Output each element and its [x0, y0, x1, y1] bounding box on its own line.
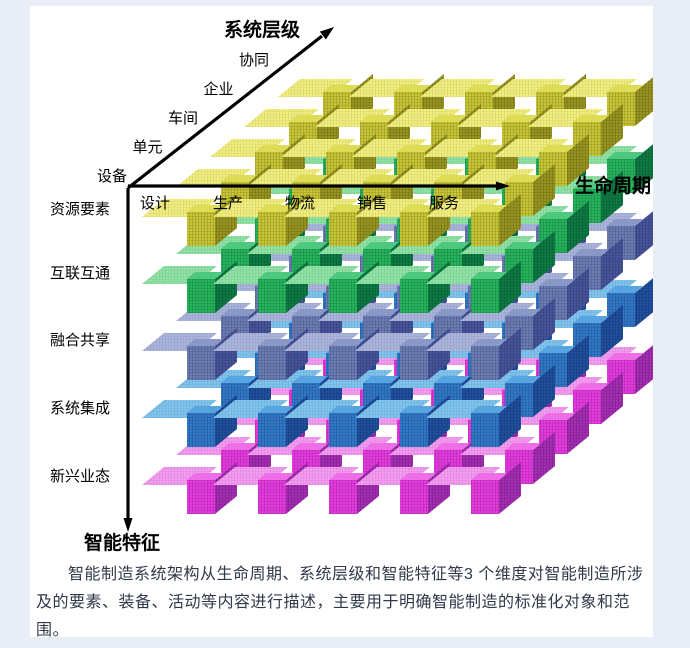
cube-cell [213, 462, 308, 514]
cube-cell [284, 261, 379, 313]
life-cycle-stage-label: 生产 [213, 195, 243, 212]
cube-lattice [142, 74, 653, 514]
cube-cell [426, 261, 521, 313]
cube-cell [426, 395, 521, 447]
cube-cell [355, 194, 450, 246]
intelligent-feature-label: 系统集成 [50, 400, 110, 417]
intelligent-feature-label: 新兴业态 [50, 468, 110, 485]
system-level-axis-line [127, 34, 323, 190]
system-level-axis-arrow-icon [319, 27, 334, 40]
life-cycle-stage-label: 设计 [140, 195, 170, 212]
intelligent-feature-label: 互联互通 [50, 265, 110, 282]
system-level-label: 协同 [239, 52, 269, 69]
life-cycle-stage-label: 物流 [285, 195, 315, 212]
cube-cell [355, 328, 450, 380]
axis-title-intelligent-feature: 智能特征 [84, 531, 160, 554]
cube-cell [426, 194, 521, 246]
figure-caption: 智能制造系统架构从生命周期、系统层级和智能特征等3 个维度对智能制造所涉及的要素… [36, 566, 644, 639]
cube-cell [426, 328, 521, 380]
cube-cell [355, 261, 450, 313]
life-cycle-axis-arrow-icon [496, 181, 510, 191]
cube-cell [284, 395, 379, 447]
intelligent-feature-axis-arrow-icon [123, 518, 133, 532]
cube-cell [426, 462, 521, 514]
intelligent-feature-label: 资源要素 [50, 201, 110, 218]
cube-cell [355, 462, 450, 514]
system-level-label: 单元 [132, 139, 162, 156]
life-cycle-stage-label: 服务 [429, 195, 459, 212]
axes: 系统层级 生命周期 智能特征 [84, 18, 651, 554]
axis-title-system-level: 系统层级 [224, 18, 300, 41]
cube-cell [284, 462, 379, 514]
axis-title-life-cycle: 生命周期 [575, 174, 651, 197]
intelligent-feature-label: 融合共享 [50, 332, 110, 349]
life-cycle-stage-label: 销售 [357, 195, 387, 212]
system-level-label: 车间 [168, 110, 198, 127]
cube-cell [142, 328, 237, 380]
cube-cell [142, 194, 237, 246]
system-level-label: 设备 [97, 168, 127, 185]
cube-cell [281, 134, 376, 186]
cube-cell [284, 194, 379, 246]
cube-cell [213, 328, 308, 380]
cube-cell [213, 261, 308, 313]
system-level-label: 企业 [203, 80, 233, 98]
